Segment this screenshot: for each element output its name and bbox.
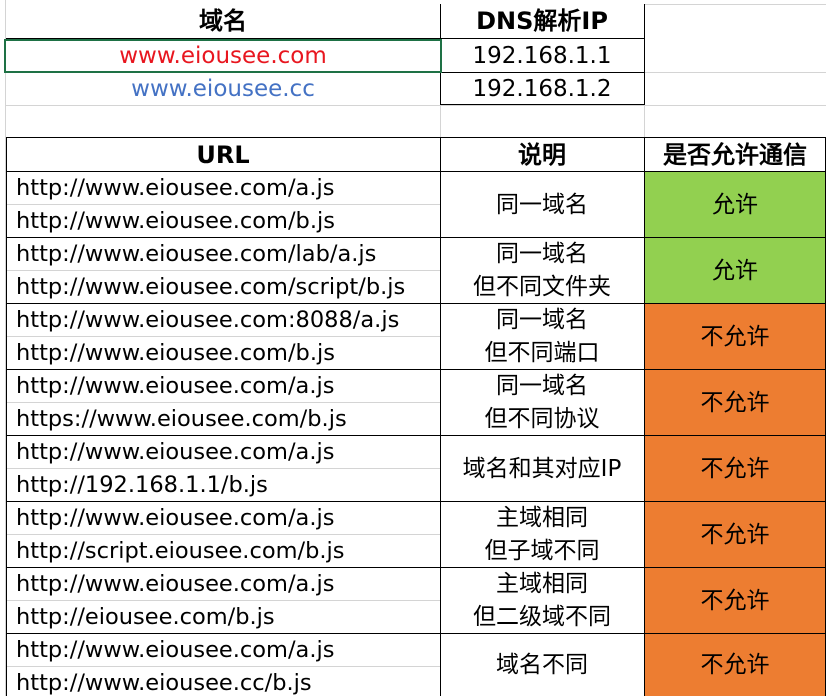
note-7-line-1: 主域相同 <box>496 571 588 597</box>
url-2-b: http://www.eiousee.com/script/b.js <box>16 274 406 300</box>
domain-cell-2[interactable]: www.eiousee.cc <box>131 76 315 102</box>
note-cell-1[interactable]: 同一域名 <box>440 172 644 238</box>
note-5-line-1: 域名和其对应IP <box>462 455 622 482</box>
url-4-a: http://www.eiousee.com/a.js <box>16 373 335 399</box>
note-cell-4[interactable]: 同一域名 但不同协议 <box>440 370 644 436</box>
url-cell-2[interactable]: http://www.eiousee.com/lab/a.js http://w… <box>6 238 440 304</box>
note-6-line-2: 但子域不同 <box>484 538 600 564</box>
border <box>6 501 826 502</box>
url-cell-7[interactable]: http://www.eiousee.com/a.js http://eious… <box>6 568 440 634</box>
border <box>6 369 826 370</box>
border <box>6 137 7 696</box>
border <box>440 137 441 696</box>
gridline <box>6 270 440 271</box>
note-4-line-1: 同一域名 <box>496 373 588 399</box>
ip-cell-2[interactable]: 192.168.1.2 <box>472 76 612 102</box>
header-note[interactable]: 说明 <box>518 141 566 169</box>
url-1-a: http://www.eiousee.com/a.js <box>16 175 335 201</box>
result-cell-4[interactable]: 不允许 <box>644 370 826 436</box>
gridline <box>6 600 440 601</box>
note-cell-2[interactable]: 同一域名 但不同文件夹 <box>440 238 644 304</box>
result-cell-5[interactable]: 不允许 <box>644 436 826 502</box>
border <box>6 435 826 436</box>
url-2-a: http://www.eiousee.com/lab/a.js <box>16 241 377 267</box>
border <box>6 633 826 634</box>
gridline <box>6 666 440 667</box>
gridline <box>644 105 826 106</box>
gridline <box>644 106 645 138</box>
url-6-b: http://script.eiousee.com/b.js <box>16 538 345 564</box>
url-7-b: http://eiousee.com/b.js <box>16 604 275 630</box>
header-domain[interactable]: 域名 <box>199 7 247 35</box>
gridline <box>6 468 440 469</box>
note-6-line-1: 主域相同 <box>496 505 588 531</box>
note-1-line-1: 同一域名 <box>496 191 588 218</box>
url-cell-4[interactable]: http://www.eiousee.com/a.js https://www.… <box>6 370 440 436</box>
url-6-a: http://www.eiousee.com/a.js <box>16 505 335 531</box>
ip-cell-1[interactable]: 192.168.1.1 <box>472 43 612 69</box>
gridline <box>644 4 826 5</box>
gridline <box>6 534 440 535</box>
url-4-b: https://www.eiousee.com/b.js <box>16 406 347 432</box>
gridline <box>644 72 826 73</box>
border <box>440 104 644 105</box>
gridline <box>6 204 440 205</box>
url-cell-3[interactable]: http://www.eiousee.com:8088/a.js http://… <box>6 304 440 370</box>
header-allowed[interactable]: 是否允许通信 <box>663 141 807 169</box>
note-3-line-2: 但不同端口 <box>484 340 600 366</box>
url-3-b: http://www.eiousee.com/b.js <box>16 340 335 366</box>
gridline <box>6 402 440 403</box>
result-cell-6[interactable]: 不允许 <box>644 502 826 568</box>
url-1-b: http://www.eiousee.com/b.js <box>16 208 335 234</box>
url-cell-8[interactable]: http://www.eiousee.com/a.js http://www.e… <box>6 634 440 696</box>
url-cell-1[interactable]: http://www.eiousee.com/a.js http://www.e… <box>6 172 440 238</box>
border <box>6 237 826 238</box>
border <box>6 137 826 138</box>
note-cell-5[interactable]: 域名和其对应IP <box>440 436 644 502</box>
border <box>644 4 645 105</box>
header-dns-ip[interactable]: DNS解析IP <box>476 7 608 35</box>
note-8-line-1: 域名不同 <box>496 651 588 678</box>
url-cell-6[interactable]: http://www.eiousee.com/a.js http://scrip… <box>6 502 440 568</box>
result-cell-7[interactable]: 不允许 <box>644 568 826 634</box>
note-cell-7[interactable]: 主域相同 但二级域不同 <box>440 568 644 634</box>
url-3-a: http://www.eiousee.com:8088/a.js <box>16 307 400 333</box>
note-2-line-1: 同一域名 <box>496 241 588 267</box>
domain-cell-1[interactable]: www.eiousee.com <box>119 43 327 69</box>
border <box>6 303 826 304</box>
border <box>6 567 826 568</box>
url-8-a: http://www.eiousee.com/a.js <box>16 637 335 663</box>
gridline <box>5 0 6 696</box>
border <box>6 171 826 172</box>
url-cell-5[interactable]: http://www.eiousee.com/a.js http://192.1… <box>6 436 440 502</box>
note-4-line-2: 但不同协议 <box>484 406 600 432</box>
border <box>440 72 644 73</box>
url-5-b: http://192.168.1.1/b.js <box>16 472 268 498</box>
result-cell-8[interactable]: 不允许 <box>644 634 826 696</box>
url-5-a: http://www.eiousee.com/a.js <box>16 439 335 465</box>
result-cell-1[interactable]: 允许 <box>644 172 826 238</box>
note-7-line-2: 但二级域不同 <box>473 604 611 630</box>
active-cell-selection <box>4 39 442 73</box>
header-url[interactable]: URL <box>196 141 250 169</box>
note-2-line-2: 但不同文件夹 <box>473 274 611 300</box>
note-cell-3[interactable]: 同一域名 但不同端口 <box>440 304 644 370</box>
note-cell-8[interactable]: 域名不同 <box>440 634 644 696</box>
url-8-b: http://www.eiousee.cc/b.js <box>16 670 312 696</box>
url-7-a: http://www.eiousee.com/a.js <box>16 571 335 597</box>
gridline <box>6 336 440 337</box>
gridline <box>440 106 441 138</box>
result-cell-2[interactable]: 允许 <box>644 238 826 304</box>
note-3-line-1: 同一域名 <box>496 307 588 333</box>
border <box>6 38 644 39</box>
note-cell-6[interactable]: 主域相同 但子域不同 <box>440 502 644 568</box>
gridline <box>6 105 644 106</box>
border <box>644 137 645 696</box>
result-cell-3[interactable]: 不允许 <box>644 304 826 370</box>
